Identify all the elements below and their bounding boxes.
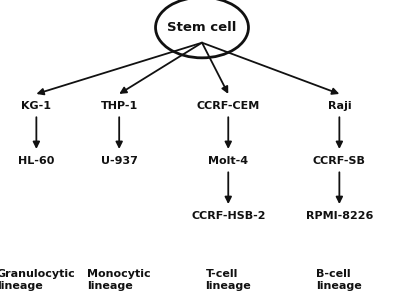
Text: CCRF-CEM: CCRF-CEM xyxy=(197,101,260,110)
Text: RPMI-8226: RPMI-8226 xyxy=(306,211,373,221)
Text: CCRF-SB: CCRF-SB xyxy=(313,156,366,166)
Text: Granulocytic
lineage: Granulocytic lineage xyxy=(0,269,76,291)
Text: T-cell
lineage: T-cell lineage xyxy=(205,269,251,291)
Text: KG-1: KG-1 xyxy=(21,101,51,110)
Text: B-cell
lineage: B-cell lineage xyxy=(316,269,362,291)
Text: Stem cell: Stem cell xyxy=(167,21,237,34)
Text: Raji: Raji xyxy=(328,101,351,110)
Text: THP-1: THP-1 xyxy=(101,101,138,110)
Text: HL-60: HL-60 xyxy=(18,156,55,166)
Text: CCRF-HSB-2: CCRF-HSB-2 xyxy=(191,211,265,221)
Text: U-937: U-937 xyxy=(101,156,138,166)
Text: Molt-4: Molt-4 xyxy=(208,156,248,166)
Text: Monocytic
lineage: Monocytic lineage xyxy=(87,269,151,291)
